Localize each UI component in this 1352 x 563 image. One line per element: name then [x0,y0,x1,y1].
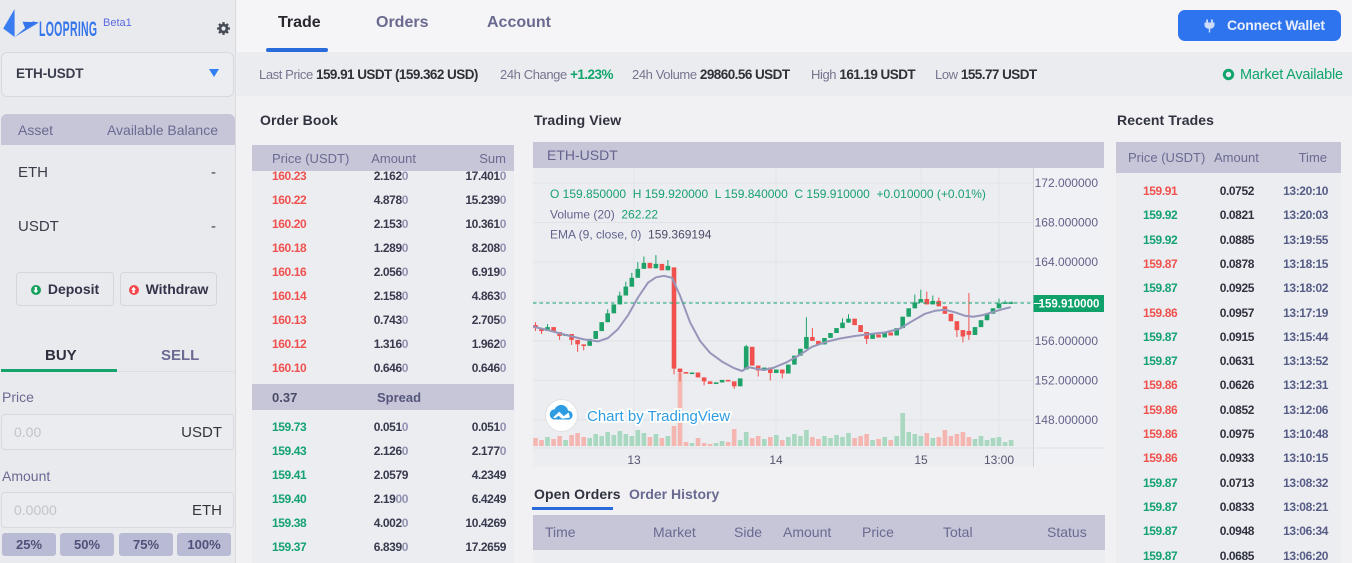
svg-text:172.000000: 172.000000 [1035,176,1099,190]
svg-text:EMA (9, close, 0) 159.369194: EMA (9, close, 0) 159.369194 [550,228,712,242]
svg-text:13: 13 [627,453,641,467]
svg-text:164.000000: 164.000000 [1035,255,1099,269]
svg-text:152.000000: 152.000000 [1035,374,1099,388]
svg-text:ETH-USDT: ETH-USDT [547,147,618,163]
svg-text:156.000000: 156.000000 [1035,334,1099,348]
svg-text:Volume (20) 262.22: Volume (20) 262.22 [550,208,658,222]
svg-text:14: 14 [769,453,783,467]
svg-text:Chart by TradingView: Chart by TradingView [587,408,730,425]
svg-text:148.000000: 148.000000 [1035,413,1099,427]
svg-text:13:00: 13:00 [984,453,1014,467]
svg-text:159.910000: 159.910000 [1039,299,1100,311]
svg-text:15: 15 [914,453,928,467]
svg-text:O 159.850000 H 159.920000 L: O 159.850000 H 159.920000 L 159.840000 C… [550,187,986,201]
svg-text:168.000000: 168.000000 [1035,216,1099,230]
